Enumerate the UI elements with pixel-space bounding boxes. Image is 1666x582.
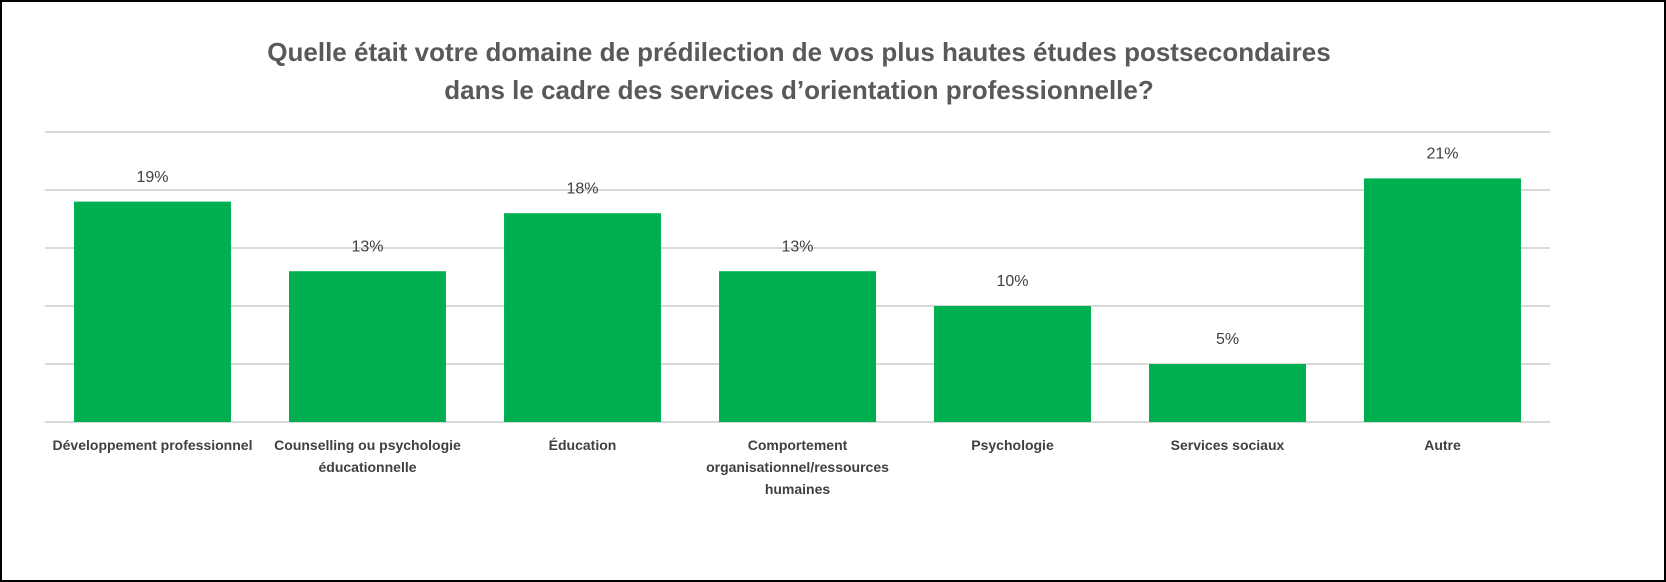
bar <box>289 271 446 422</box>
data-label: 18% <box>566 180 598 197</box>
chart-title: Quelle était votre domaine de prédilecti… <box>267 37 1330 67</box>
data-label: 21% <box>1426 146 1458 163</box>
x-tick-label: Éducation <box>548 437 617 453</box>
bar <box>719 271 876 422</box>
bar <box>1149 364 1306 422</box>
data-label: 13% <box>351 238 383 255</box>
data-label: 13% <box>781 238 813 255</box>
x-tick-label: Counselling ou psychologie éducationnell… <box>274 437 461 475</box>
x-tick-label: Services sociaux <box>1170 437 1285 453</box>
x-tick-label: Psychologie <box>971 437 1054 453</box>
data-label: 19% <box>136 169 168 186</box>
bar <box>504 213 661 422</box>
data-label: 5% <box>1216 331 1239 348</box>
data-label: 10% <box>996 273 1028 290</box>
bar <box>1364 178 1521 422</box>
x-tick-label: Comportement organisationnel/ressources … <box>706 437 889 497</box>
x-tick-label: Autre <box>1424 437 1461 453</box>
bar <box>934 306 1091 422</box>
x-tick-label: Développement professionnel <box>52 437 253 453</box>
bar <box>74 201 231 422</box>
chart-title: dans le cadre des services d’orientation… <box>444 75 1153 105</box>
